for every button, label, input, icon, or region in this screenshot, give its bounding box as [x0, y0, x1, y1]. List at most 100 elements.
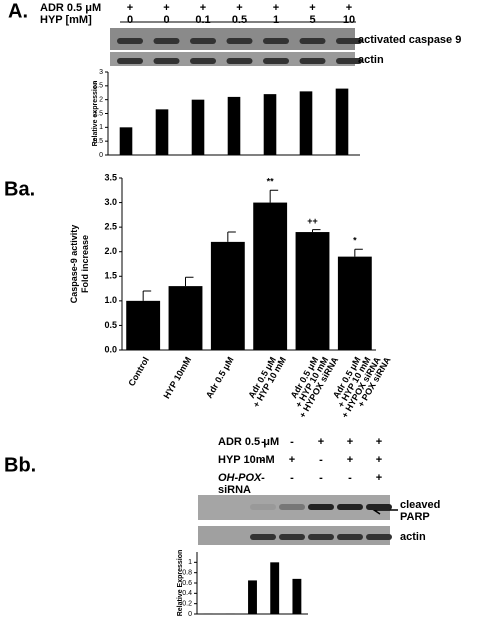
- bar: [295, 232, 330, 350]
- x-tick-label: Control: [126, 355, 151, 388]
- blot-band: [337, 534, 363, 540]
- bar: [337, 256, 372, 350]
- bar: [299, 91, 313, 155]
- y-tick-label: 1.0: [104, 295, 117, 305]
- y-axis-label: Caspase-9 activity: [69, 225, 79, 304]
- bar: [248, 580, 257, 614]
- blot-band: [263, 38, 289, 44]
- blot-band: [337, 504, 363, 510]
- blot-band: [308, 504, 334, 510]
- y-tick-label: 0.5: [93, 138, 103, 145]
- bar: [253, 202, 288, 350]
- bar: [155, 109, 169, 155]
- treatment-mark: -: [261, 472, 265, 484]
- treatment-mark: -: [290, 436, 294, 448]
- treatment-mark: 5: [309, 14, 315, 26]
- blot-band: [336, 58, 362, 64]
- treatment-mark: +: [163, 2, 169, 14]
- y-axis-label: Relative Expression: [177, 550, 184, 617]
- treatment-mark: +: [318, 436, 324, 448]
- y-tick-label: 3: [99, 69, 103, 76]
- blot-band: [226, 38, 253, 44]
- blot-band: [117, 58, 143, 64]
- treatment-mark: +: [347, 454, 353, 466]
- treatment-mark: +: [346, 2, 352, 14]
- y-tick-label: 2.5: [93, 83, 103, 90]
- blot-band: [263, 58, 289, 64]
- y-tick-label: 2.0: [104, 246, 117, 256]
- blot-band: [190, 38, 216, 44]
- bar: [126, 300, 161, 350]
- treatment-label: ADR 0.5 μM: [40, 2, 101, 14]
- annotation: *: [353, 236, 357, 246]
- error-bar: [354, 248, 363, 257]
- blot-band: [366, 504, 392, 510]
- treatment-label: HYP 10mM: [218, 454, 275, 466]
- blot-band: [153, 38, 180, 44]
- error-bar: [269, 189, 279, 203]
- error-bar: [142, 290, 152, 301]
- blot-band: [299, 58, 326, 64]
- x-tick-label: Adr 0.5 μM: [204, 355, 236, 400]
- blot-band: [117, 38, 143, 44]
- error-bar: [312, 229, 321, 233]
- panel-label: Ba.: [4, 178, 35, 200]
- blot-label: cleaved: [400, 499, 440, 511]
- treatment-mark: -: [290, 472, 294, 484]
- bar: [119, 127, 133, 155]
- y-tick-label: 0: [188, 611, 192, 618]
- y-tick-label: 3.0: [104, 197, 117, 207]
- blot-band: [366, 534, 392, 540]
- treatment-mark: -: [319, 472, 323, 484]
- y-tick-label: 1: [99, 124, 103, 131]
- treatment-mark: -: [261, 454, 265, 466]
- blot-band: [250, 534, 276, 540]
- treatment-mark: -: [261, 436, 265, 448]
- blot-band: [336, 38, 362, 44]
- treatment-mark: +: [200, 2, 206, 14]
- bar: [203, 613, 213, 614]
- treatment-mark: -: [319, 454, 323, 466]
- blot-band: [279, 534, 305, 540]
- treatment-label: ADR 0.5 μM: [218, 436, 279, 448]
- treatment-label: HYP [mM]: [40, 14, 92, 26]
- bar: [263, 94, 277, 155]
- y-tick-label: 2: [99, 97, 103, 104]
- y-tick-label: 1: [188, 559, 192, 566]
- annotation: ++: [307, 216, 318, 226]
- bar: [191, 99, 205, 155]
- y-axis-label: Fold increase: [80, 235, 90, 293]
- y-tick-label: 0.0: [104, 344, 117, 354]
- blot-band: [279, 504, 305, 510]
- y-tick-label: 0.6: [182, 580, 192, 587]
- blot-band: [250, 504, 276, 510]
- treatment-mark: +: [273, 2, 279, 14]
- y-tick-label: 0.8: [182, 570, 192, 577]
- bar: [210, 241, 245, 350]
- treatment-mark: +: [127, 2, 133, 14]
- y-tick-label: 1.5: [93, 110, 103, 117]
- y-tick-label: 1.5: [104, 271, 117, 281]
- treatment-mark: +: [236, 2, 242, 14]
- y-tick-label: 2.5: [104, 222, 117, 232]
- blot-band: [190, 58, 216, 64]
- bar: [270, 562, 280, 614]
- x-tick-label: HYP 10mM: [161, 355, 193, 400]
- y-tick-label: 3.5: [104, 172, 117, 182]
- treatment-mark: 0.1: [195, 14, 210, 26]
- y-tick-label: 0.5: [104, 320, 117, 330]
- blot-band: [153, 58, 180, 64]
- blot-label: actin: [400, 531, 426, 543]
- blot-label: activated caspase 9: [358, 34, 461, 46]
- blot-label: actin: [358, 54, 384, 66]
- treatment-mark: +: [289, 454, 295, 466]
- bar: [225, 613, 235, 614]
- treatment-mark: -: [348, 472, 352, 484]
- treatment-label: siRNA: [218, 484, 251, 496]
- treatment-label: OH-POX: [218, 472, 262, 484]
- bar: [335, 88, 349, 155]
- treatment-mark: 0.5: [232, 14, 247, 26]
- blot-band: [299, 38, 326, 44]
- y-tick-label: 0: [99, 152, 103, 159]
- bar: [292, 578, 302, 614]
